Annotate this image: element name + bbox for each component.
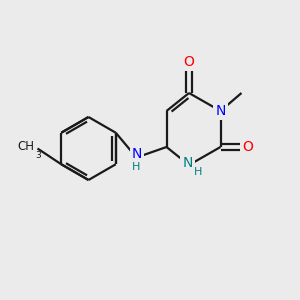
Text: N: N (132, 148, 142, 161)
Text: N: N (215, 104, 226, 118)
Text: H: H (194, 167, 202, 177)
Text: O: O (242, 140, 253, 154)
Text: H: H (132, 161, 141, 172)
Text: CH: CH (17, 140, 34, 154)
Text: O: O (184, 55, 194, 68)
Text: 3: 3 (35, 151, 41, 160)
Text: N: N (182, 156, 193, 170)
